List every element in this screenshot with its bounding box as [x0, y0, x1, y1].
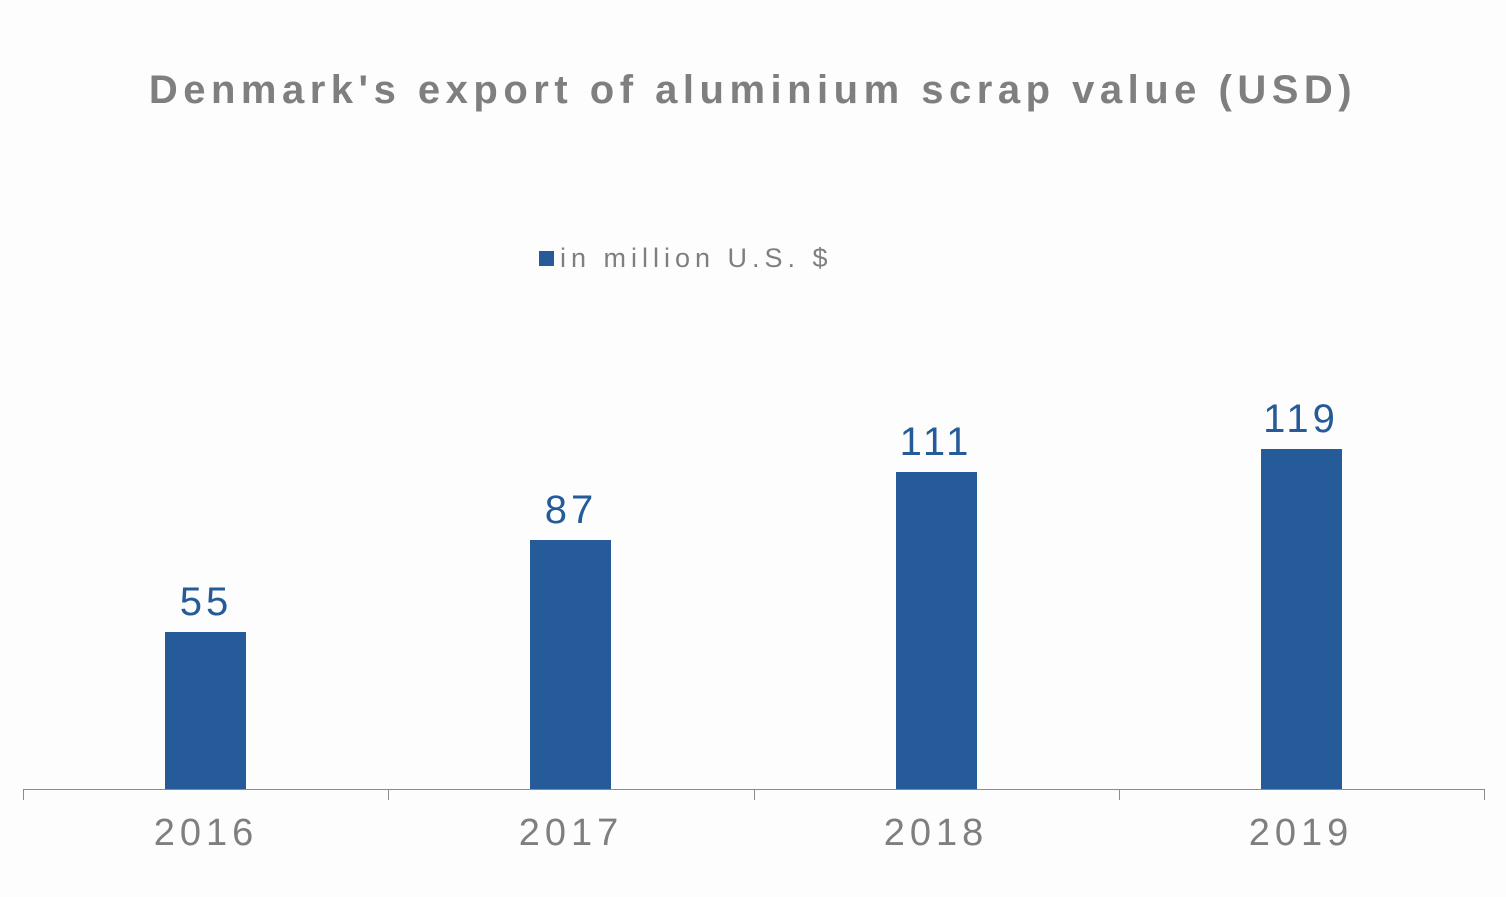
x-axis-tick	[1119, 789, 1120, 800]
legend-swatch-icon	[539, 251, 554, 266]
x-axis-tick	[23, 789, 24, 800]
chart-title: Denmark's export of aluminium scrap valu…	[148, 68, 1358, 112]
legend: in million U.S. $	[539, 243, 833, 274]
bar-2018	[896, 472, 977, 789]
x-tick-label-2017: 2017	[518, 812, 624, 854]
x-axis-tick	[1484, 789, 1485, 800]
data-label-2017: 87	[544, 488, 598, 532]
x-axis-tick	[388, 789, 389, 800]
legend-label: in million U.S. $	[560, 243, 833, 273]
data-label-2019: 119	[1263, 397, 1339, 441]
data-label-2018: 111	[899, 420, 973, 464]
x-tick-label-2019: 2019	[1248, 812, 1354, 854]
data-label-2016: 55	[179, 580, 233, 624]
bar-2017	[530, 540, 611, 789]
x-tick-label-2016: 2016	[153, 812, 259, 854]
x-tick-label-2018: 2018	[883, 812, 989, 854]
x-axis-tick	[754, 789, 755, 800]
bar-2016	[165, 632, 246, 789]
bar-2019	[1261, 449, 1342, 789]
x-axis	[23, 789, 1484, 790]
